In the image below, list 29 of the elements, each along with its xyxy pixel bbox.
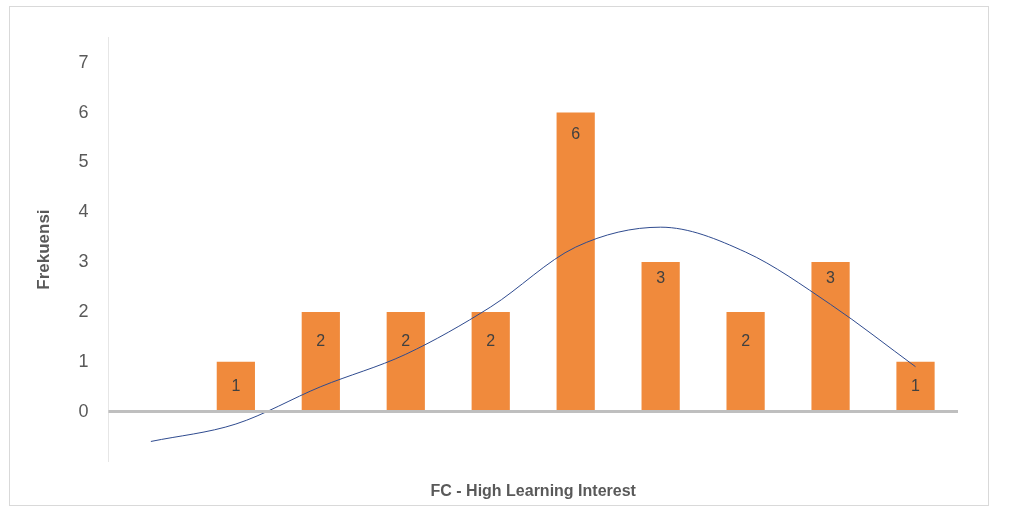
bar (556, 112, 595, 412)
data-label: 2 (741, 331, 751, 349)
bar (471, 311, 510, 412)
y-tick-label: 0 (78, 400, 89, 421)
data-label: 2 (401, 331, 411, 349)
y-tick-label: 3 (78, 251, 89, 272)
bar (386, 311, 425, 412)
bar (216, 361, 255, 412)
bar (641, 262, 680, 412)
bar (301, 311, 340, 412)
bar (896, 361, 935, 412)
x-axis-title: FC - High Learning Interest (430, 481, 637, 499)
data-label: 2 (316, 331, 326, 349)
data-label: 1 (231, 377, 241, 395)
y-axis-title: Frekuensi (33, 209, 53, 290)
data-label: 1 (911, 377, 921, 395)
data-label: 6 (571, 124, 581, 142)
y-tick-label: 5 (78, 151, 89, 172)
y-tick-label: 2 (78, 300, 89, 321)
y-tick-label: 1 (78, 350, 89, 371)
data-label: 3 (656, 269, 666, 287)
y-tick-label: 4 (78, 201, 89, 222)
y-tick-label: 6 (78, 101, 89, 122)
bar (811, 262, 850, 412)
line-series (150, 226, 917, 442)
data-label: 2 (486, 331, 496, 349)
bar (726, 311, 765, 412)
y-tick-label: 7 (78, 51, 89, 72)
data-label: 3 (826, 269, 836, 287)
